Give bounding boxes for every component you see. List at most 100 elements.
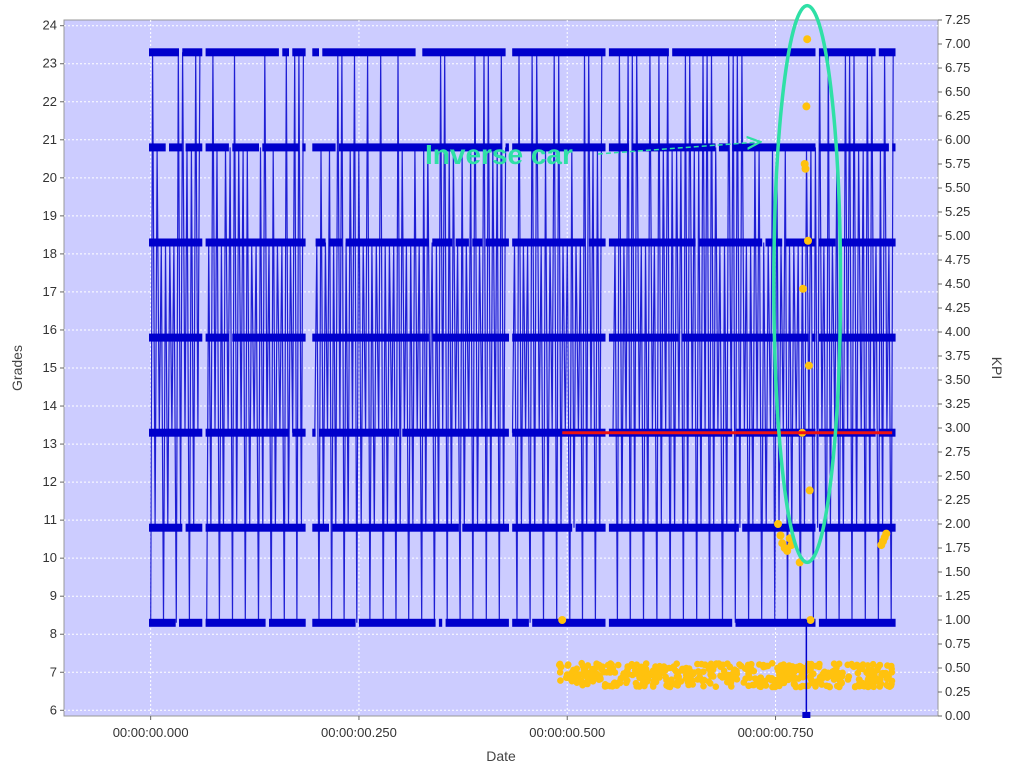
y-tick-label: 9 bbox=[50, 588, 57, 603]
y2-tick-label: 2.75 bbox=[945, 444, 970, 459]
grades-lane-marker bbox=[205, 428, 289, 437]
kpi-point bbox=[743, 666, 751, 673]
grades-lane-marker bbox=[292, 48, 306, 57]
grades-lane-marker bbox=[282, 48, 289, 57]
kpi-point bbox=[621, 674, 628, 681]
grades-lane-marker bbox=[608, 48, 669, 57]
kpi-point bbox=[629, 671, 636, 679]
grades-lane-marker bbox=[512, 333, 606, 342]
grades-lane-marker bbox=[149, 143, 166, 152]
kpi-point bbox=[597, 674, 604, 682]
grades-lane-marker bbox=[608, 333, 679, 342]
grades-lane-marker bbox=[812, 333, 816, 342]
grades-lane-marker bbox=[169, 143, 183, 152]
kpi-point bbox=[663, 682, 670, 689]
grades-lane-marker bbox=[892, 143, 896, 152]
y2-tick-label: 0.50 bbox=[945, 660, 970, 675]
kpi-point bbox=[600, 668, 608, 676]
grades-lane-marker bbox=[205, 618, 266, 627]
grades-lane-marker bbox=[735, 618, 816, 627]
kpi-point bbox=[821, 668, 828, 676]
kpi-point bbox=[869, 668, 876, 675]
grades-lane-marker bbox=[608, 143, 629, 152]
y2-tick-label: 2.25 bbox=[945, 492, 970, 507]
grades-lane-marker bbox=[319, 428, 399, 437]
axes: 6 7 8 9 10 11 12 13 14 15 16 17 18 19 20 21 22 23 24 0.00 0.… bbox=[43, 12, 971, 740]
kpi-point bbox=[854, 669, 862, 677]
kpi-point bbox=[656, 665, 664, 673]
kpi-point bbox=[556, 669, 564, 676]
kpi-point bbox=[558, 616, 567, 624]
y2-tick-label: 4.00 bbox=[945, 324, 970, 339]
grades-lane-marker bbox=[269, 618, 306, 627]
kpi-point bbox=[580, 667, 588, 675]
grades-lane-marker bbox=[205, 48, 279, 57]
kpi-point bbox=[712, 683, 720, 690]
kpi-point bbox=[700, 682, 707, 690]
kpi-point bbox=[736, 661, 743, 668]
kpi-point bbox=[860, 683, 868, 690]
grades-lane-marker bbox=[512, 428, 606, 437]
y2-tick-label: 2.00 bbox=[945, 516, 970, 531]
kpi-point bbox=[641, 682, 648, 690]
grades-lane-marker bbox=[608, 238, 696, 247]
grades-lane-marker bbox=[262, 143, 299, 152]
y-tick-label: 7 bbox=[50, 664, 57, 679]
y-tick-label: 20 bbox=[43, 170, 57, 185]
y-tick-label: 24 bbox=[43, 18, 57, 33]
y2-tick-label: 5.50 bbox=[945, 180, 970, 195]
y2-tick-label: 6.25 bbox=[945, 108, 970, 123]
grades-lane-marker bbox=[302, 143, 306, 152]
y2-tick-label: 3.50 bbox=[945, 372, 970, 387]
kpi-point bbox=[855, 664, 863, 671]
y2-tick-label: 5.25 bbox=[945, 204, 970, 219]
y2-tick-label: 0.75 bbox=[945, 636, 970, 651]
kpi-point bbox=[776, 531, 785, 540]
kpi-point bbox=[563, 674, 570, 682]
kpi-point bbox=[783, 546, 792, 555]
kpi-point bbox=[818, 675, 826, 683]
grades-lane-marker bbox=[312, 333, 429, 342]
kpi-point bbox=[710, 673, 717, 680]
kpi-point bbox=[768, 660, 776, 667]
x-tick-label: 00:00:00.500 bbox=[529, 725, 605, 740]
kpi-point bbox=[762, 682, 770, 689]
kpi-point bbox=[838, 679, 845, 687]
kpi-point bbox=[805, 486, 814, 495]
kpi-point bbox=[804, 236, 812, 245]
grades-lane-marker bbox=[818, 333, 896, 342]
kpi-point bbox=[672, 667, 679, 674]
kpi-point bbox=[826, 683, 833, 691]
grades-lane-marker bbox=[312, 428, 316, 437]
y2-tick-label: 1.00 bbox=[945, 612, 970, 627]
grades-lane-marker bbox=[328, 238, 343, 247]
kpi-point bbox=[564, 662, 572, 669]
kpi-point bbox=[838, 673, 846, 680]
kpi-point bbox=[653, 670, 661, 678]
kpi-point bbox=[797, 683, 804, 691]
grades-lane-marker bbox=[672, 48, 816, 57]
kpi-point bbox=[632, 679, 640, 687]
annotation-ellipse bbox=[772, 3, 843, 565]
grades-lane-marker bbox=[438, 618, 443, 627]
kpi-point bbox=[661, 667, 669, 674]
y2-tick-label: 6.00 bbox=[945, 132, 970, 147]
kpi-point bbox=[760, 661, 767, 669]
kpi-point bbox=[774, 520, 782, 528]
y2-tick-label: 1.25 bbox=[945, 588, 970, 603]
grades-lane-marker bbox=[332, 523, 459, 532]
kpi-point bbox=[573, 673, 581, 680]
grades-lane-marker bbox=[185, 523, 203, 532]
kpi-point bbox=[579, 681, 586, 689]
grades-lane-marker bbox=[205, 523, 306, 532]
y2-tick-label: 5.00 bbox=[945, 228, 970, 243]
grades-lane-marker bbox=[338, 143, 503, 152]
y-tick-label: 11 bbox=[44, 512, 58, 527]
kpi-point bbox=[606, 669, 614, 676]
grades-lane-marker bbox=[358, 618, 436, 627]
y-tick-label: 21 bbox=[43, 132, 57, 147]
kpi-point bbox=[687, 670, 695, 678]
kpi-point bbox=[882, 669, 889, 677]
y2-tick-label: 7.00 bbox=[945, 36, 970, 51]
grades-lane-marker bbox=[292, 428, 306, 437]
